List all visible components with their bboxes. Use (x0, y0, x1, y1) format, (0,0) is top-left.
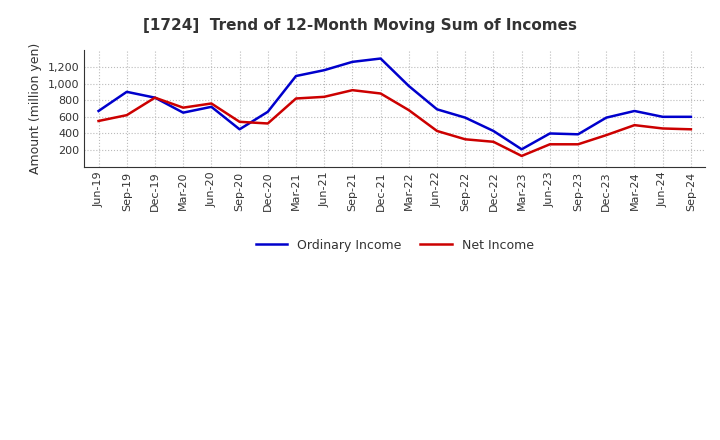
Net Income (687, 127, 696, 132)
Net Income (658, 126, 667, 131)
Ordinary Income (658, 114, 667, 119)
Net Income (377, 91, 385, 96)
Net Income (207, 101, 216, 106)
Ordinary Income (179, 110, 187, 115)
Y-axis label: Amount (million yen): Amount (million yen) (30, 43, 42, 174)
Net Income (320, 94, 328, 99)
Net Income (150, 95, 159, 100)
Ordinary Income (377, 56, 385, 61)
Net Income (179, 105, 187, 110)
Ordinary Income (94, 108, 103, 114)
Ordinary Income (433, 106, 441, 112)
Net Income (264, 121, 272, 126)
Net Income (602, 132, 611, 138)
Ordinary Income (235, 127, 244, 132)
Legend: Ordinary Income, Net Income: Ordinary Income, Net Income (251, 234, 539, 257)
Ordinary Income (489, 128, 498, 134)
Net Income (574, 142, 582, 147)
Line: Ordinary Income: Ordinary Income (99, 59, 691, 149)
Ordinary Income (150, 95, 159, 100)
Ordinary Income (574, 132, 582, 137)
Net Income (546, 142, 554, 147)
Ordinary Income (461, 115, 469, 120)
Net Income (489, 139, 498, 144)
Ordinary Income (207, 104, 216, 110)
Ordinary Income (602, 115, 611, 120)
Net Income (518, 153, 526, 158)
Net Income (235, 119, 244, 125)
Net Income (348, 88, 356, 93)
Ordinary Income (405, 83, 413, 88)
Ordinary Income (320, 68, 328, 73)
Net Income (405, 107, 413, 113)
Net Income (94, 118, 103, 124)
Ordinary Income (122, 89, 131, 95)
Net Income (630, 122, 639, 128)
Net Income (433, 128, 441, 134)
Net Income (461, 137, 469, 142)
Line: Net Income: Net Income (99, 90, 691, 156)
Ordinary Income (630, 108, 639, 114)
Ordinary Income (546, 131, 554, 136)
Ordinary Income (264, 109, 272, 114)
Ordinary Income (687, 114, 696, 119)
Ordinary Income (292, 73, 300, 79)
Net Income (292, 96, 300, 101)
Text: [1724]  Trend of 12-Month Moving Sum of Incomes: [1724] Trend of 12-Month Moving Sum of I… (143, 18, 577, 33)
Ordinary Income (518, 147, 526, 152)
Net Income (122, 113, 131, 118)
Ordinary Income (348, 59, 356, 65)
